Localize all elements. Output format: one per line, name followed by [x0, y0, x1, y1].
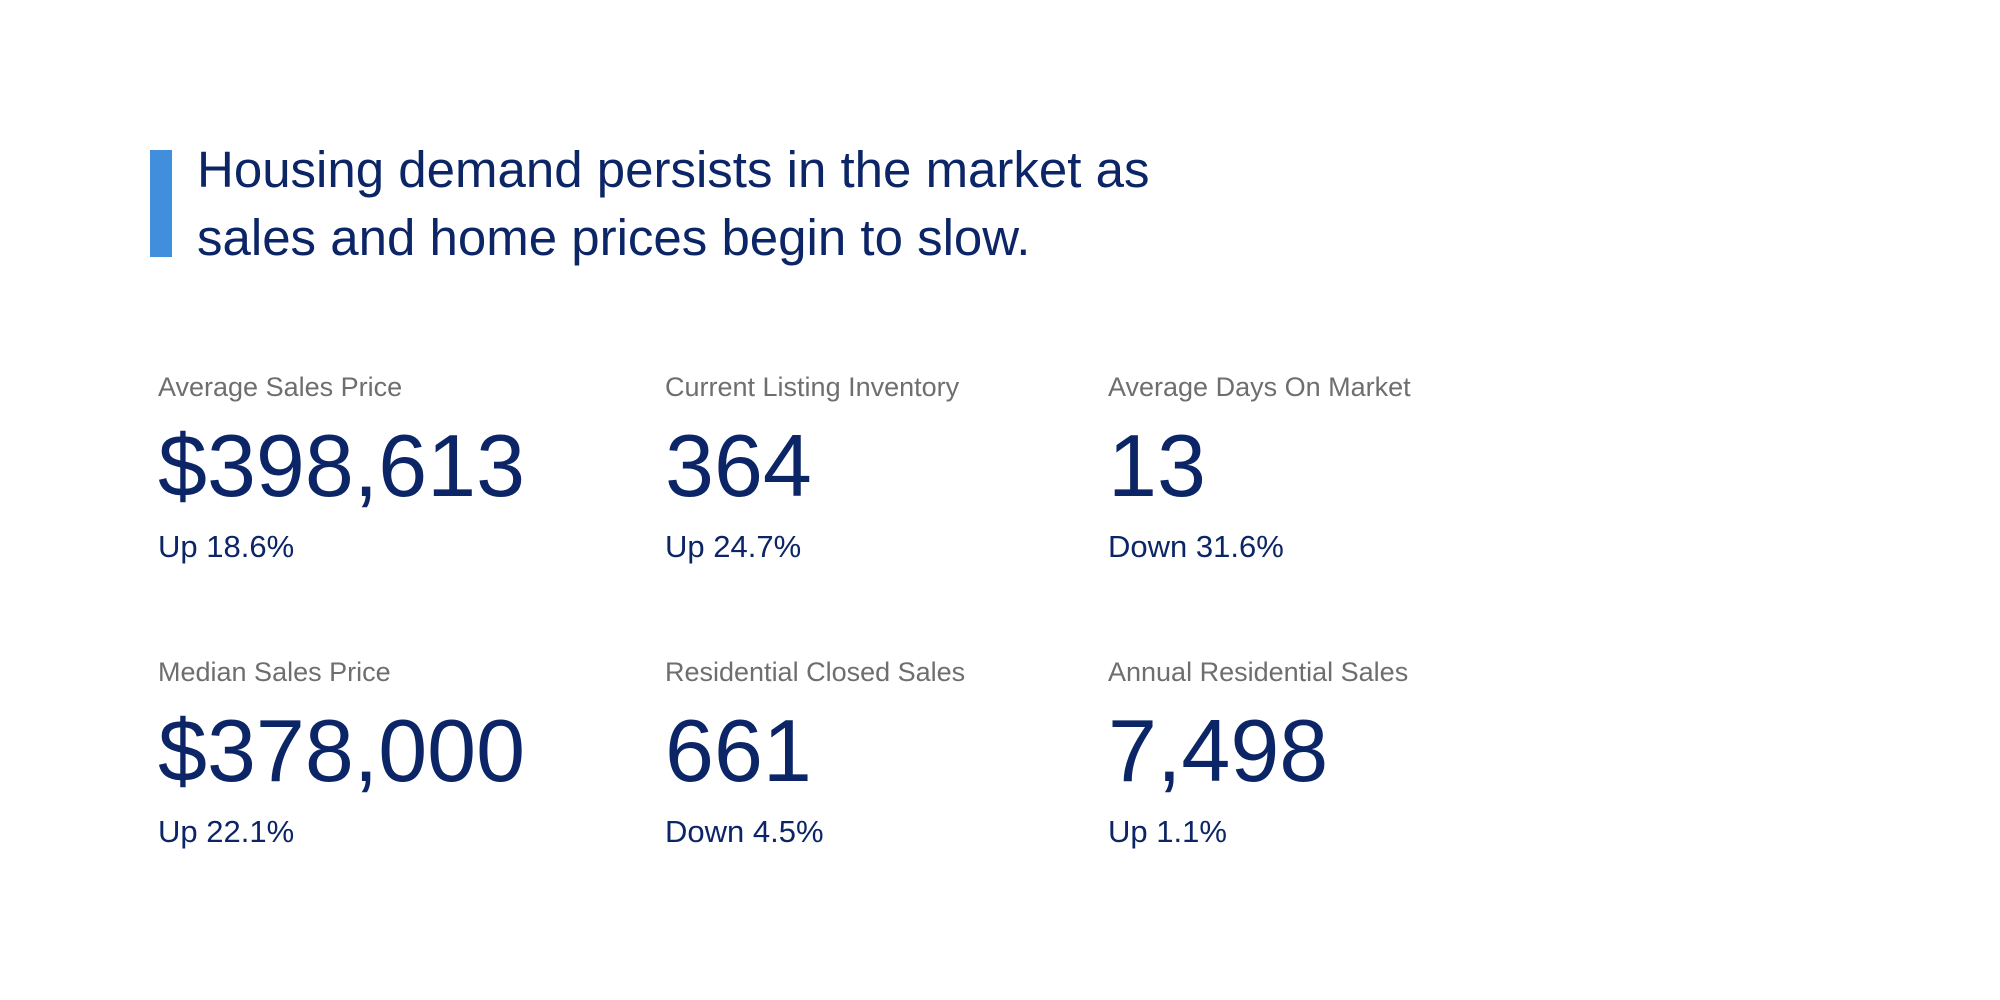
stat-value: $398,613 [158, 416, 526, 515]
stat-change: Down 4.5% [665, 814, 824, 849]
stat-current-listing-inventory: Current Listing Inventory 364 Up 24.7% [665, 370, 1085, 566]
stat-value: 661 [665, 701, 812, 800]
stat-value: 7,498 [1108, 701, 1329, 800]
stat-label: Median Sales Price [158, 657, 391, 687]
stat-annual-residential-sales: Annual Residential Sales 7,498 Up 1.1% [1108, 655, 1528, 851]
stat-change: Up 1.1% [1108, 814, 1227, 849]
stat-label: Current Listing Inventory [665, 372, 960, 402]
stat-value: $378,000 [158, 701, 526, 800]
headline: Housing demand persists in the market as… [197, 136, 1149, 272]
headline-line: Housing demand persists in the market as [197, 141, 1150, 198]
stat-change: Up 24.7% [665, 529, 802, 564]
stat-residential-closed-sales: Residential Closed Sales 661 Down 4.5% [665, 655, 1085, 851]
stat-label: Residential Closed Sales [665, 657, 966, 687]
stat-average-days-on-market: Average Days On Market 13 Down 31.6% [1108, 370, 1528, 566]
stat-change: Down 31.6% [1108, 529, 1284, 564]
stat-label: Average Days On Market [1108, 372, 1411, 402]
stat-average-sales-price: Average Sales Price $398,613 Up 18.6% [158, 370, 578, 566]
stat-change: Up 18.6% [158, 529, 295, 564]
stat-median-sales-price: Median Sales Price $378,000 Up 22.1% [158, 655, 578, 851]
headline-line: sales and home prices begin to slow. [197, 209, 1031, 266]
stat-label: Average Sales Price [158, 372, 403, 402]
stat-value: 364 [665, 416, 812, 515]
headline-accent-bar [150, 150, 172, 257]
stat-label: Annual Residential Sales [1108, 657, 1409, 687]
stat-change: Up 22.1% [158, 814, 295, 849]
stat-value: 13 [1108, 416, 1206, 515]
